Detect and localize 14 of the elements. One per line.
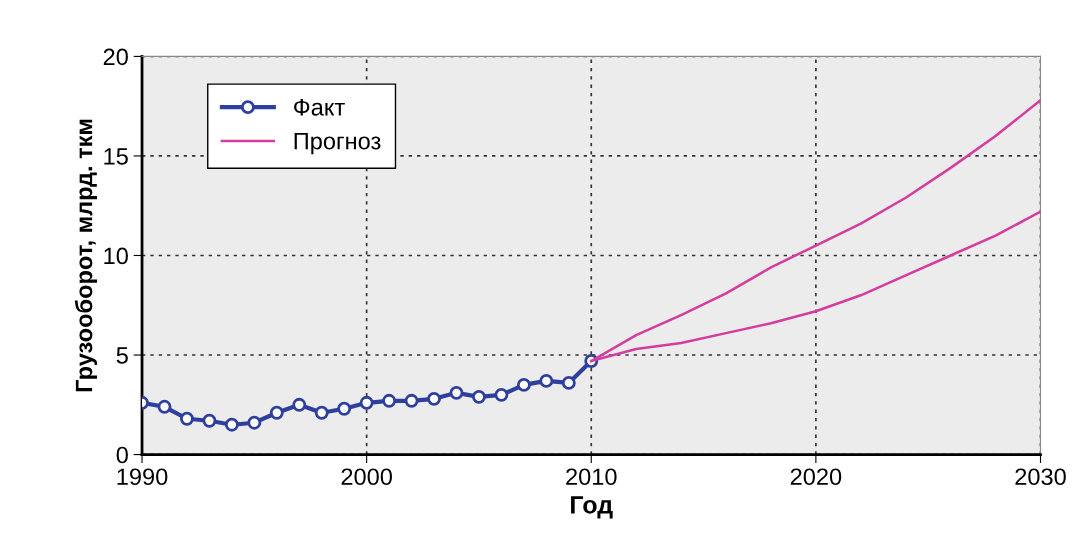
x-tick-label: 2030: [1015, 468, 1066, 486]
x-tick-label: 2020: [790, 468, 842, 486]
y-axis-title: Грузооборот, млрд. ткм: [74, 119, 98, 392]
x-tick-label: 1990: [117, 468, 168, 486]
legend-label: Факт: [294, 99, 345, 116]
y-tick-label: 10: [104, 247, 128, 265]
y-tick-label: 5: [116, 347, 128, 364]
y-tick-label: 15: [104, 148, 128, 165]
x-tick-label: 2010: [566, 468, 617, 486]
y-tick-label: 20: [103, 48, 128, 66]
y-tick-label: 0: [116, 446, 128, 464]
x-axis-title: Год: [571, 496, 613, 519]
legend-label: Прогноз: [294, 132, 381, 155]
x-tick-label: 2000: [341, 468, 392, 486]
